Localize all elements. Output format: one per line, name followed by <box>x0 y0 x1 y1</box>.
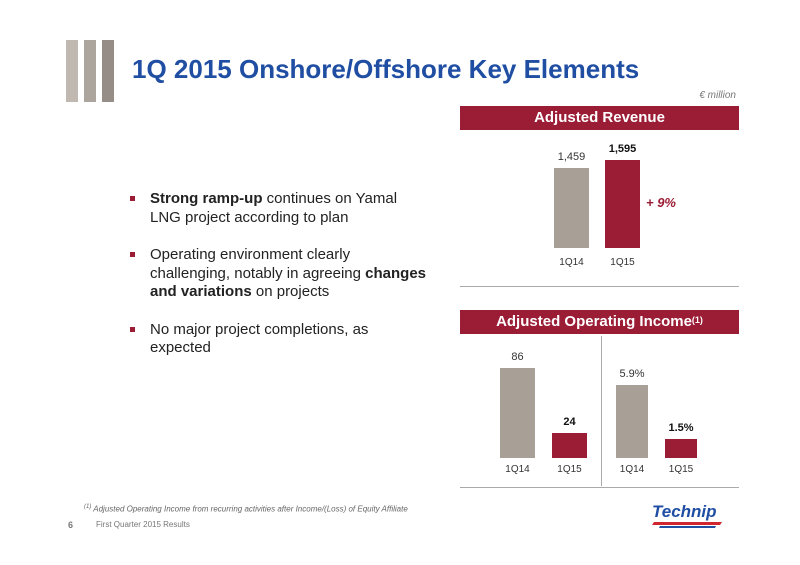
operating-income-panel-header: Adjusted Operating Income(1) <box>460 310 739 334</box>
logo-wordmark: Technip <box>652 502 717 521</box>
bar-1q15 <box>605 160 640 248</box>
bullet-item: Operating environment clearly challengin… <box>130 246 430 302</box>
operating-income-panel-border <box>460 487 739 488</box>
chart-divider <box>601 336 602 486</box>
revenue-panel-border <box>460 286 739 287</box>
value-label: 24 <box>563 416 576 428</box>
tick-label: 1Q14 <box>505 464 530 475</box>
bullet-marker <box>130 326 135 332</box>
logo-underline-blue <box>659 526 716 528</box>
page-number: 6 <box>68 520 74 530</box>
unit-label: € million <box>699 90 736 101</box>
value-label: 86 <box>511 351 524 363</box>
value-label: 5.9% <box>619 368 645 380</box>
title-decoration <box>66 40 114 102</box>
tick-label: 1Q15 <box>557 464 582 475</box>
bar-1q14 <box>554 168 589 248</box>
bullet-marker <box>130 252 135 257</box>
tick-label: 1Q15 <box>668 464 694 475</box>
tick-label: 1Q14 <box>619 464 645 475</box>
footer-text: First Quarter 2015 Results <box>96 520 190 529</box>
revenue-panel-header: Adjusted Revenue <box>460 106 739 130</box>
bullet-list: Strong ramp-up continues on Yamal LNG pr… <box>130 190 430 377</box>
tick-label: 1Q15 <box>610 257 635 268</box>
tick-label: 1Q14 <box>559 257 584 268</box>
bullet-marker <box>130 196 135 201</box>
bullet-item: No major project completions, as expecte… <box>130 321 430 358</box>
bar-1q15 <box>552 433 587 458</box>
footnote: (1) Adjusted Operating Income from recur… <box>84 504 408 514</box>
page-title: 1Q 2015 Onshore/Offshore Key Elements <box>132 54 640 84</box>
bar-1q15 <box>665 439 697 458</box>
bullet-item: Strong ramp-up continues on Yamal LNG pr… <box>130 190 430 227</box>
value-label: 1,459 <box>557 151 586 163</box>
value-label: 1.5% <box>668 422 694 434</box>
revenue-growth-label: + 9% <box>646 195 676 210</box>
bar-1q14 <box>616 385 648 458</box>
value-label: 1,595 <box>608 143 637 155</box>
technip-logo: Technip <box>652 502 722 528</box>
logo-underline-red <box>652 522 722 525</box>
bar-1q14 <box>500 368 535 458</box>
